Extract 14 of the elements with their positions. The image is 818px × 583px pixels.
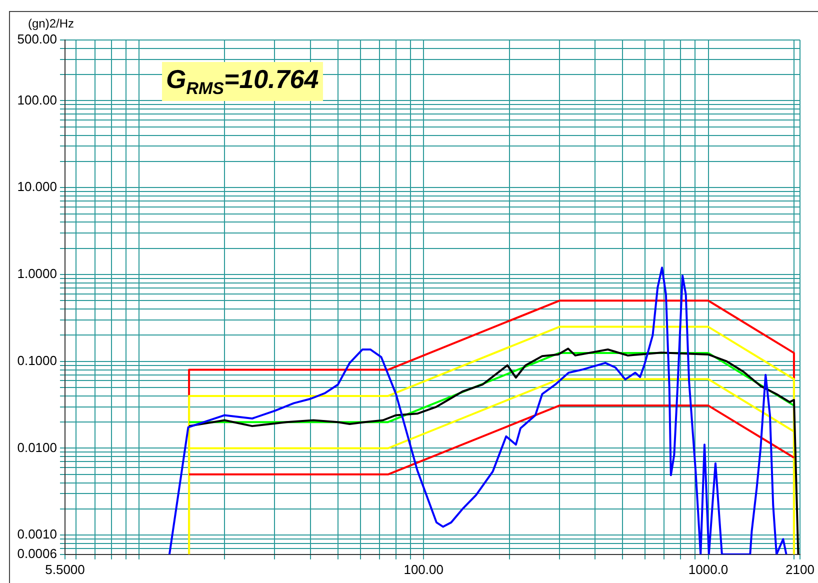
y-axis-title: (gn)2/Hz [28, 16, 74, 30]
annotation: G$_{RMS}$=10.764 [162, 62, 323, 102]
y-tick-label: 500.00 [17, 32, 57, 47]
y-tick-label: 0.0006 [17, 546, 57, 561]
y-tick-label: 10.000 [17, 179, 57, 194]
x-tick-label: 1000.0 [688, 562, 728, 577]
y-tick-label: 100.00 [17, 92, 57, 108]
y-tick-label: 0.0100 [17, 440, 57, 455]
y-tick-label: 1.0000 [17, 266, 57, 282]
x-tick-label: 5.5000 [45, 562, 85, 577]
y-tick-label: 0.1000 [17, 352, 57, 368]
y-tick-label: 0.0010 [17, 526, 57, 542]
x-tick-label: 2100 [786, 562, 814, 577]
x-tick-label: 100.00 [404, 562, 444, 577]
